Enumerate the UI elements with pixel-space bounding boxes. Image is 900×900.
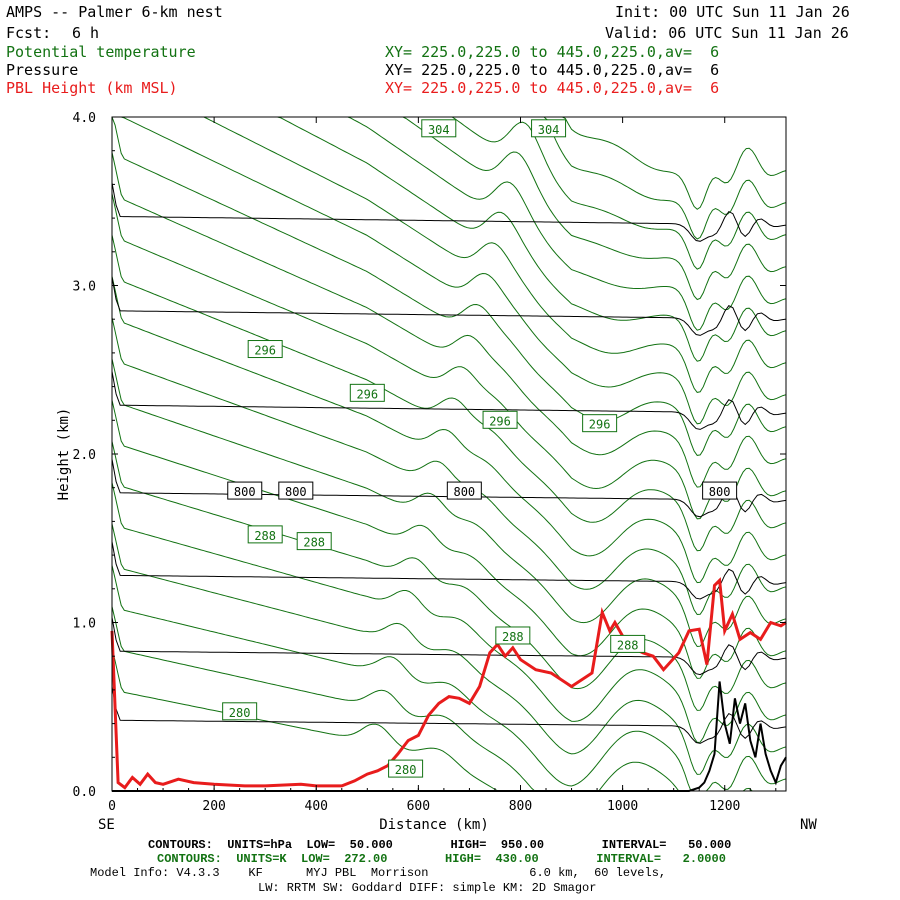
theta-contour-line (111, 116, 787, 456)
theta-label: 304 (538, 123, 560, 137)
pressure-label-box (227, 481, 263, 500)
theta-label: 296 (589, 418, 611, 432)
pressure-label: 800 (453, 485, 475, 499)
theta-label-box (421, 119, 457, 138)
pressure-label-box (278, 481, 314, 500)
theta-contour-line (111, 523, 787, 775)
pbl-height-line (110, 577, 787, 790)
theta-label: 296 (489, 414, 511, 428)
theta-label: 288 (254, 529, 276, 543)
field-label-theta: Potential temperature (6, 43, 196, 61)
terrain-layer (112, 681, 787, 792)
y-tick-label: 0.0 (73, 785, 96, 800)
theta-label-box (531, 119, 567, 138)
axes: 0 200 400 600 800 1000 1200 0.0 1.0 2.0 3.0 4.0 (73, 111, 786, 814)
forecast-hour: 6 h (72, 24, 100, 42)
theta-contour-line (111, 317, 787, 616)
y-tick-label: 3.0 (73, 280, 96, 295)
pressure-contour-line (111, 277, 787, 336)
pressure-label: 800 (285, 485, 307, 499)
theta-contour-line (112, 116, 787, 301)
pressure-contour-line (111, 686, 787, 744)
theta-label: 288 (303, 536, 325, 550)
theta-contour-line (112, 116, 787, 393)
contour-labels: 800 800 800 800 280 280 288 288 288 288 296 296 296 2… (222, 119, 738, 778)
theta-contour-line (112, 116, 787, 270)
y-axis-label: Height (km) (56, 408, 72, 501)
theta-label-box (247, 340, 283, 359)
theta-label-box (296, 532, 332, 551)
footer-theta-contours: CONTOURS: UNITS=K LOW= 272.00 HIGH= 430.… (157, 852, 726, 866)
theta-label-box (247, 525, 283, 544)
nw-end-label: NW (800, 817, 817, 833)
theta-label: 280 (229, 706, 251, 720)
y-tick-label: 1.0 (73, 617, 96, 632)
theta-contour-line (111, 193, 787, 520)
se-end-label: SE (98, 817, 115, 833)
pressure-label-box (446, 481, 482, 500)
pressure-contour-line (111, 182, 787, 242)
x-tick-label: 800 (509, 799, 532, 814)
theta-contour-line (111, 482, 787, 743)
theta-label: 288 (502, 630, 524, 644)
field-xy-theta: XY= 225.0,225.0 to 445.0,225.0,av= 6 (385, 43, 720, 61)
field-xy-pressure: XY= 225.0,225.0 to 445.0,225.0,av= 6 (385, 61, 720, 79)
theta-contour-line (111, 358, 787, 648)
footer-pressure-contours: CONTOURS: UNITS=hPa LOW= 50.000 HIGH= 95… (148, 838, 732, 852)
pressure-contours (111, 182, 787, 744)
theta-contour-line (111, 565, 787, 792)
theta-contour-line (112, 116, 787, 425)
pressure-label: 800 (709, 485, 731, 499)
footer-model-info: Model Info: V4.3.3 KF MYJ PBL Morrison 6… (90, 866, 667, 880)
field-xy-pbl: XY= 225.0,225.0 to 445.0,225.0,av= 6 (385, 79, 720, 97)
pressure-label: 800 (234, 485, 256, 499)
x-tick-label: 200 (202, 799, 225, 814)
x-tick-label: 0 (108, 799, 116, 814)
theta-label: 296 (254, 344, 276, 358)
theta-contour-line (111, 606, 786, 792)
y-tick-label: 4.0 (73, 111, 96, 126)
pbl-layer (110, 577, 787, 790)
theta-contour-line (111, 399, 787, 679)
theta-contour-line (111, 276, 787, 584)
theta-label: 280 (395, 763, 417, 777)
valid-time: Valid: 06 UTC Sun 11 Jan 26 (605, 24, 849, 42)
pressure-contour-line (111, 371, 787, 430)
x-tick-label: 1200 (709, 799, 740, 814)
theta-label: 288 (617, 638, 639, 652)
theta-label-box (610, 634, 646, 653)
y-tick-label: 2.0 (73, 448, 96, 463)
field-label-pbl: PBL Height (km MSL) (6, 79, 178, 97)
forecast-label: Fcst: (6, 24, 52, 42)
theta-label-box (388, 759, 424, 778)
theta-label-box (222, 702, 258, 721)
model-title: AMPS -- Palmer 6-km nest (6, 3, 223, 21)
theta-label-box (482, 410, 518, 429)
theta-label: 304 (428, 123, 450, 137)
theta-label: 296 (356, 387, 378, 401)
terrain-line (112, 681, 787, 792)
x-tick-label: 400 (305, 799, 328, 814)
footer-physics: LW: RRTM SW: Goddard DIFF: simple KM: 2D… (258, 881, 597, 895)
x-tick-label: 600 (407, 799, 430, 814)
theta-label-box (582, 414, 618, 433)
field-label-pressure: Pressure (6, 61, 79, 79)
theta-contour-line (111, 152, 787, 488)
theta-label-box (495, 626, 531, 645)
x-tick-label: 1000 (607, 799, 638, 814)
pressure-contour-line (111, 541, 787, 600)
pressure-label-box (702, 481, 738, 500)
x-axis-label: Distance (km) (379, 817, 489, 833)
init-time: Init: 00 UTC Sun 11 Jan 26 (615, 3, 850, 21)
theta-label-box (349, 383, 385, 402)
